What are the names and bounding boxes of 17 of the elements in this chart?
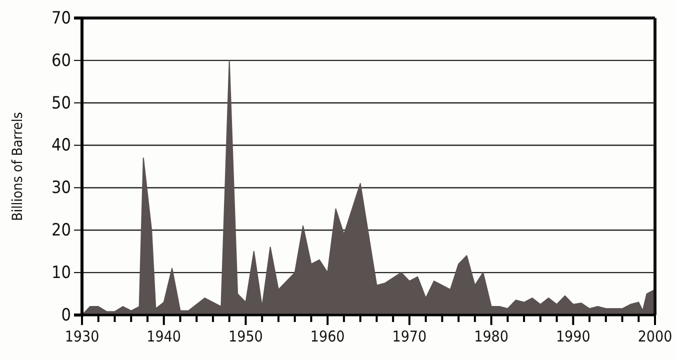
y-tick-label: 10 xyxy=(52,263,71,284)
y-tick-label: 50 xyxy=(52,93,71,114)
x-tick-label: 1990 xyxy=(556,328,590,346)
y-tick-label: 30 xyxy=(52,178,71,198)
x-tick-label: 1940 xyxy=(146,328,182,346)
x-tick-label: 1960 xyxy=(310,328,345,346)
y-tick-label: 0 xyxy=(61,305,71,326)
y-tick-label: 60 xyxy=(52,50,71,71)
x-tick-label: 1930 xyxy=(64,328,100,346)
x-tick-label: 1970 xyxy=(392,328,427,346)
x-tick-label: 1980 xyxy=(474,328,508,346)
x-tick-label: 2000 xyxy=(638,328,672,346)
y-axis-title: Billions of Barrels xyxy=(10,112,26,221)
x-tick-label: 1950 xyxy=(228,328,263,346)
y-tick-label: 20 xyxy=(52,220,71,241)
y-tick-label: 70 xyxy=(52,8,71,28)
y-tick-label: 40 xyxy=(52,136,71,156)
